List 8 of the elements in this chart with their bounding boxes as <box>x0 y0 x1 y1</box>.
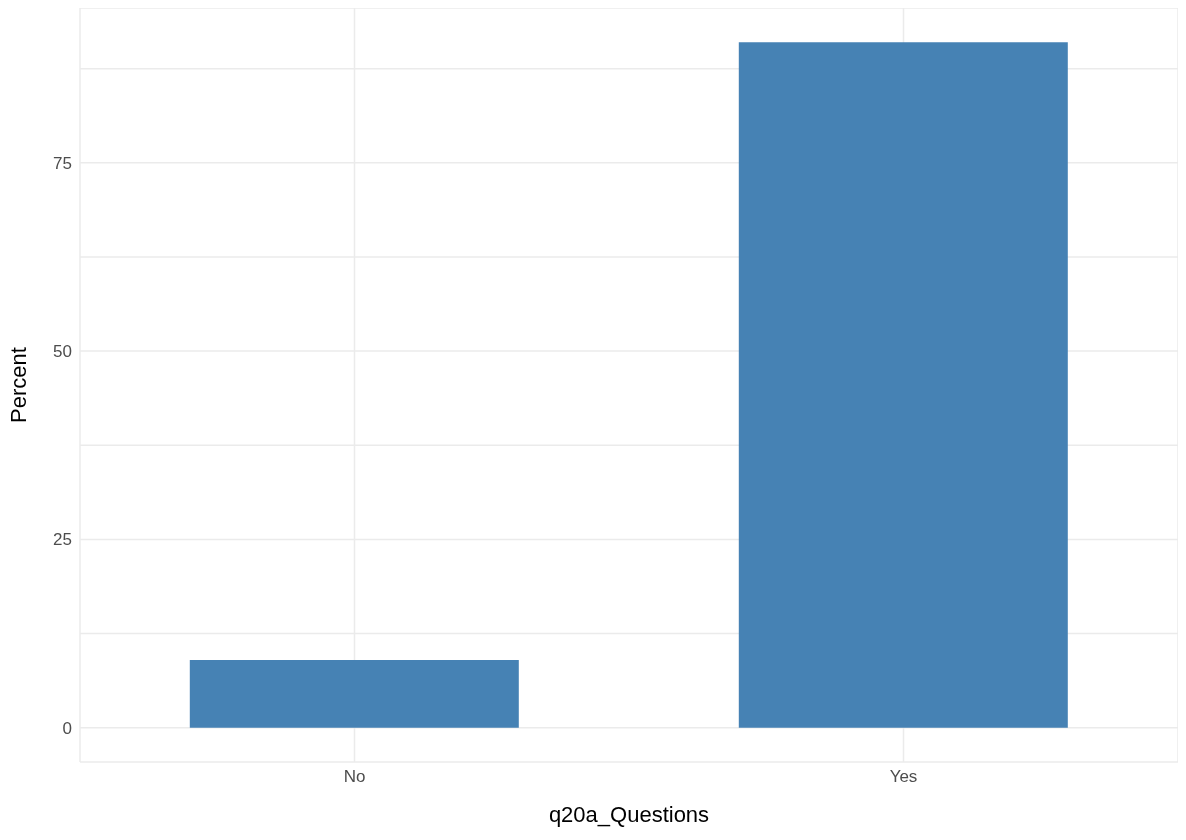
y-tick-label: 75 <box>53 153 72 173</box>
x-tick-label: Yes <box>889 767 918 787</box>
y-tick-label: 25 <box>53 530 72 550</box>
y-tick-label: 0 <box>62 718 72 738</box>
x-axis-title: q20a_Questions <box>548 802 710 827</box>
y-tick-label: 50 <box>53 342 72 362</box>
y-axis-title: Percent <box>5 347 31 423</box>
x-tick-label: No <box>343 767 366 787</box>
